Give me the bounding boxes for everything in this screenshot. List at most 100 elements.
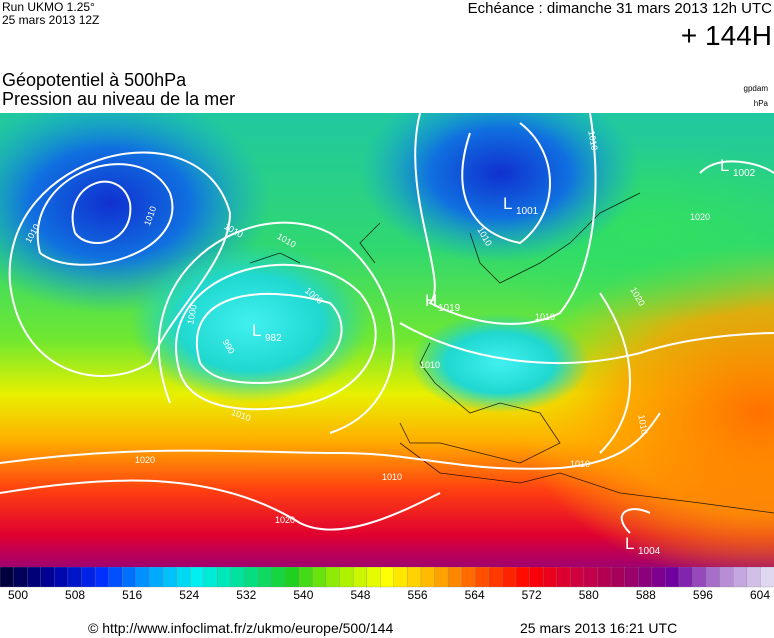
colorbar-swatch <box>244 567 259 588</box>
colorbar-swatch <box>325 567 341 588</box>
colorbar-swatch <box>597 567 612 588</box>
colorbar-swatch <box>543 567 558 588</box>
colorbar-swatch <box>176 567 191 588</box>
unit-gpdam: gpdam <box>743 84 768 93</box>
colorbar-swatch <box>475 567 490 588</box>
colorbar-swatch <box>13 567 28 588</box>
colorbar-swatch <box>719 567 734 588</box>
colorbar-swatch <box>515 567 531 588</box>
colorbar-swatch <box>217 567 232 588</box>
colorbar-swatch <box>705 567 721 588</box>
colorbar-swatch <box>570 567 585 588</box>
colorbar-swatch <box>733 567 748 588</box>
colorbar-swatch <box>678 567 694 588</box>
colorbar-swatch <box>380 567 395 588</box>
colorbar-swatch <box>162 567 178 588</box>
colorbar-swatch <box>624 567 639 588</box>
pressure-center-value: 1002 <box>733 168 756 179</box>
run-label: Run UKMO 1.25° <box>2 0 95 14</box>
pressure-center-letter: H <box>425 291 437 310</box>
unit-hpa: hPa <box>753 99 768 108</box>
pressure-center-letter: L <box>252 321 261 340</box>
colorbar-swatch <box>230 567 246 588</box>
pressure-center-value: 1019 <box>438 303 461 314</box>
forecast-time: Echéance : dimanche 31 mars 2013 12h UTC <box>467 0 772 17</box>
colorbar-swatch <box>447 567 463 588</box>
colorbar-swatch <box>189 567 205 588</box>
colorbar-swatch <box>312 567 327 588</box>
colorbar-swatch <box>298 567 313 588</box>
isobar-label: 1020 <box>275 515 295 525</box>
isobar-label: 1020 <box>690 212 710 222</box>
subtitle: Pression au niveau de la mer <box>2 89 236 109</box>
colorbar-tick-label: 516 <box>122 588 142 601</box>
colorbar-swatch <box>94 567 110 588</box>
colorbar-swatch <box>339 567 354 588</box>
colorbar-tick-label: 508 <box>65 588 85 601</box>
colorbar-tick-label: 532 <box>236 588 256 601</box>
colorbar: 500 508 516 524 532 540 548 556 564 572 580 588 596 6… <box>0 567 774 601</box>
colorbar-swatch <box>556 567 571 588</box>
title: Géopotentiel à 500hPa <box>2 70 187 90</box>
colorbar-swatch <box>488 567 504 588</box>
colorbar-tick-label: 564 <box>465 588 485 601</box>
colorbar-swatch <box>271 567 286 588</box>
colorbar-swatch <box>257 567 273 588</box>
colorbar-tick-label: 500 <box>8 588 28 601</box>
isobar-label: 1010 <box>636 414 649 435</box>
colorbar-swatch <box>285 567 300 588</box>
colorbar-swatch <box>366 567 381 588</box>
isobar-label: 1010 <box>570 459 590 469</box>
map: L 982 H 1019 L 1001 L 1002 L 1004 1010 1010 1010 1010… <box>0 113 774 567</box>
colorbar-swatch <box>40 567 55 588</box>
colorbar-swatch <box>638 567 653 588</box>
colorbar-swatch <box>434 567 449 588</box>
lead-time: + 144H <box>680 20 772 51</box>
colorbar-swatch <box>529 567 544 588</box>
colorbar-swatch <box>407 567 422 588</box>
colorbar-swatch <box>122 567 137 588</box>
colorbar-tick-label: 524 <box>179 588 199 601</box>
colorbar-swatch <box>0 567 15 588</box>
colorbar-swatch <box>352 567 368 588</box>
pressure-center-value: 1004 <box>638 546 661 557</box>
colorbar-tick-label: 596 <box>693 588 713 601</box>
colorbar-swatch <box>610 567 626 588</box>
isobar-label: 1010 <box>420 360 440 370</box>
colorbar-tick-label: 556 <box>408 588 428 601</box>
isobar-label: 1010 <box>382 472 402 482</box>
colorbar-swatch <box>81 567 96 588</box>
colorbar-swatch <box>502 567 517 588</box>
pressure-center-value: 982 <box>265 333 282 344</box>
footer-url: © http://www.infoclimat.fr/z/ukmo/europe… <box>88 620 394 636</box>
isobar-label: 1000 <box>185 304 198 325</box>
isobar-label: 1020 <box>135 455 155 465</box>
run-date: 25 mars 2013 12Z <box>2 13 100 27</box>
footer-timestamp: 25 mars 2013 16:21 UTC <box>520 620 678 636</box>
pressure-center-letter: L <box>625 534 634 553</box>
colorbar-swatch <box>108 567 123 588</box>
colorbar-swatch <box>149 567 164 588</box>
colorbar-swatch <box>746 567 762 588</box>
colorbar-swatch <box>420 567 436 588</box>
colorbar-swatch <box>760 567 774 588</box>
colorbar-swatch <box>461 567 476 588</box>
colorbar-swatch <box>67 567 83 588</box>
pressure-center-letter: L <box>720 156 729 175</box>
pressure-center-letter: L <box>503 194 512 213</box>
colorbar-swatch <box>203 567 218 588</box>
colorbar-swatch <box>54 567 69 588</box>
colorbar-tick-label: 604 <box>750 588 770 601</box>
colorbar-swatch <box>665 567 680 588</box>
colorbar-tick-label: 580 <box>579 588 599 601</box>
pressure-center-value: 1001 <box>516 206 539 217</box>
colorbar-swatch <box>393 567 409 588</box>
colorbar-tick-label: 588 <box>636 588 656 601</box>
colorbar-swatch <box>135 567 151 588</box>
colorbar-tick-label: 540 <box>293 588 313 601</box>
colorbar-swatch <box>583 567 599 588</box>
colorbar-swatch <box>692 567 707 588</box>
colorbar-tick-label: 572 <box>522 588 542 601</box>
isobar-label: 1010 <box>535 312 555 322</box>
